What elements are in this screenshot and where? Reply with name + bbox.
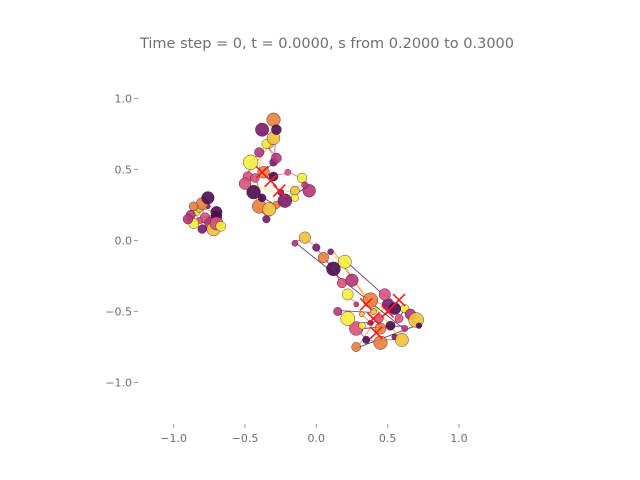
marker-cross (264, 174, 278, 188)
data-point (215, 221, 226, 232)
data-point (327, 248, 334, 256)
contour-line (343, 259, 386, 298)
data-point (415, 322, 423, 329)
data-point (182, 214, 194, 225)
data-point (262, 215, 271, 224)
data-point (333, 307, 343, 316)
y-tick-label: 0.0 (115, 234, 133, 247)
data-point (254, 147, 265, 158)
data-point (301, 181, 309, 189)
data-point (201, 191, 215, 205)
data-point (296, 172, 308, 184)
data-point (351, 342, 362, 352)
data-point (385, 320, 396, 331)
data-point (345, 273, 359, 287)
data-point (317, 251, 329, 263)
data-point (326, 261, 341, 277)
y-tick-label: 1.0 (115, 92, 133, 105)
y-tick-label: −1.0 (105, 376, 132, 389)
data-point (262, 202, 277, 217)
data-point (358, 321, 366, 330)
data-point (394, 314, 404, 323)
data-point (291, 239, 299, 247)
data-point (388, 302, 401, 315)
x-tick-label: −0.5 (232, 432, 259, 445)
data-point (374, 314, 384, 324)
data-point (353, 301, 360, 308)
data-point (341, 288, 354, 301)
data-point (367, 319, 374, 326)
y-axis: 1.0 0.5 0.0 −0.5 −1.0 (105, 92, 138, 389)
data-point (362, 335, 371, 344)
data-point (266, 112, 281, 127)
data-point (257, 193, 267, 203)
contour-line (354, 323, 421, 350)
x-tick-label: 0.5 (379, 432, 397, 445)
data-point (257, 166, 270, 179)
data-point (188, 201, 199, 212)
x-tick-label: −1.0 (160, 432, 187, 445)
data-point (373, 335, 388, 350)
data-point (340, 311, 355, 326)
x-tick-label: 0.0 (308, 432, 326, 445)
data-point (378, 288, 391, 301)
data-point (246, 185, 261, 200)
data-series (182, 112, 424, 352)
data-point (197, 224, 207, 234)
data-point (277, 193, 293, 208)
data-point (401, 325, 409, 332)
marker-cross (366, 312, 380, 326)
y-tick-label: −0.5 (105, 305, 132, 318)
data-point (298, 231, 311, 244)
data-point (255, 122, 269, 137)
data-point (336, 278, 347, 289)
data-point (312, 243, 321, 252)
data-cluster (238, 112, 316, 224)
data-point (250, 173, 260, 183)
data-point (238, 177, 252, 190)
plot-area (182, 112, 424, 352)
x-tick-label: 1.0 (450, 432, 468, 445)
data-point (338, 254, 352, 269)
data-point (284, 168, 292, 176)
data-point (359, 311, 365, 318)
marker-cross (369, 326, 383, 340)
marker-cross (272, 184, 286, 198)
contour-line (339, 310, 372, 313)
marker-cross (381, 304, 395, 319)
data-point (271, 124, 282, 135)
data-point (395, 333, 409, 347)
x-axis: −1.0 −0.5 0.0 0.5 1.0 (160, 424, 468, 445)
marker-cross (392, 293, 406, 307)
data-point (210, 206, 223, 218)
data-point (291, 193, 299, 202)
data-point (271, 152, 282, 164)
data-cluster (182, 191, 226, 237)
y-tick-label: 0.5 (115, 163, 133, 176)
data-point (243, 154, 259, 170)
data-point (268, 171, 279, 182)
data-cluster (291, 231, 424, 352)
marker-cross (359, 297, 373, 311)
chart-title: Time step = 0, t = 0.0000, s from 0.2000… (139, 36, 514, 52)
